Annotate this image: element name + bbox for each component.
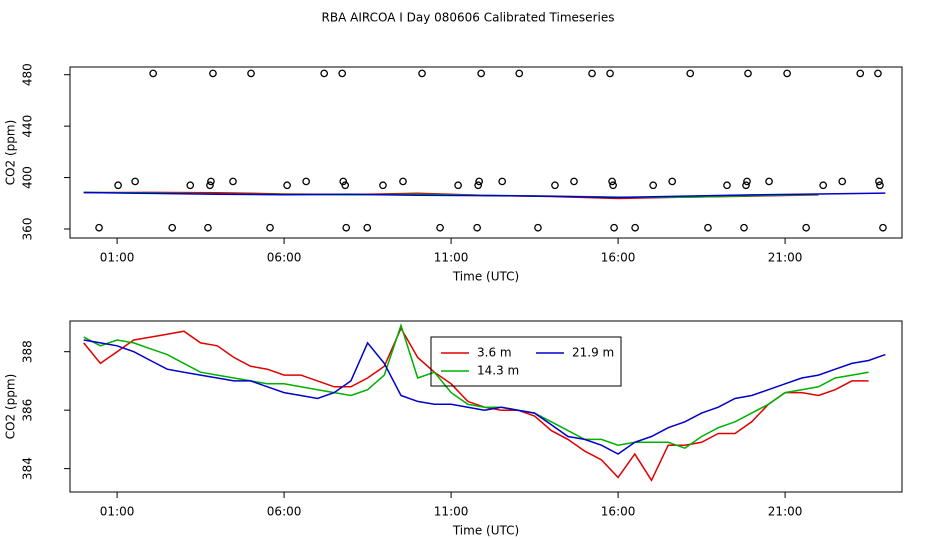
data-point <box>875 177 883 186</box>
data-point <box>744 69 752 78</box>
x-tick-label: 16:00 <box>601 251 636 265</box>
data-point <box>740 223 748 232</box>
data-point <box>551 181 559 190</box>
y-tick-label: 386 <box>21 399 35 422</box>
y-tick-label: 360 <box>21 218 35 241</box>
y-tick-label: 384 <box>21 457 35 480</box>
data-point <box>302 177 310 186</box>
data-point <box>588 69 596 78</box>
series-line <box>83 191 886 199</box>
data-point <box>95 223 103 232</box>
legend-label: 14.3 m <box>477 364 519 378</box>
data-point <box>742 181 750 190</box>
x-tick-label: 21:00 <box>768 251 803 265</box>
x-tick-label: 21:00 <box>768 505 803 519</box>
data-point <box>704 223 712 232</box>
y-tick-label: 440 <box>21 115 35 138</box>
data-point <box>283 181 291 190</box>
data-point <box>819 181 828 190</box>
data-point <box>206 181 214 190</box>
x-axis-label: Time (UTC) <box>452 270 519 284</box>
data-point <box>610 223 618 232</box>
data-point <box>802 223 810 232</box>
data-point <box>668 177 677 186</box>
data-point <box>765 177 773 186</box>
data-point <box>339 177 348 186</box>
series-line <box>83 326 869 482</box>
data-point <box>114 181 122 190</box>
page-title: RBA AIRCOA I Day 080606 Calibrated Times… <box>322 11 615 25</box>
y-tick-label: 400 <box>21 166 35 189</box>
data-point <box>838 177 847 186</box>
data-point <box>856 69 865 78</box>
y-tick-label: 480 <box>21 63 35 86</box>
data-point <box>608 177 616 186</box>
data-point <box>475 177 484 186</box>
y-axis-label: CO2 (ppm) <box>4 120 18 186</box>
data-point <box>320 69 329 78</box>
data-point <box>204 223 212 232</box>
data-point <box>168 223 177 232</box>
data-point <box>209 69 217 78</box>
data-point <box>266 223 274 232</box>
data-point <box>338 69 347 78</box>
x-tick-label: 06:00 <box>267 505 302 519</box>
data-point <box>229 177 237 186</box>
data-point <box>874 69 882 78</box>
legend-box <box>430 336 622 387</box>
plot-frame <box>69 66 903 239</box>
data-point <box>418 69 426 78</box>
y-tick-label: 388 <box>21 340 35 363</box>
data-point <box>498 177 507 186</box>
data-point <box>534 223 542 232</box>
x-tick-label: 16:00 <box>601 505 636 519</box>
data-point <box>436 223 444 232</box>
x-axis-label: Time (UTC) <box>452 524 519 538</box>
data-point <box>631 223 639 232</box>
data-point <box>570 177 578 186</box>
x-tick-label: 01:00 <box>100 505 135 519</box>
y-axis-label: CO2 (ppm) <box>4 374 18 440</box>
data-point <box>649 181 658 190</box>
data-point <box>474 181 483 190</box>
legend-label: 3.6 m <box>477 346 512 360</box>
data-point <box>473 223 481 232</box>
data-point <box>342 223 351 232</box>
data-point <box>879 223 887 232</box>
data-point <box>723 181 731 190</box>
data-point <box>606 69 614 78</box>
data-point <box>379 181 387 190</box>
x-tick-label: 11:00 <box>434 251 469 265</box>
data-point <box>149 69 158 78</box>
series-line <box>83 322 869 450</box>
data-point <box>341 181 350 190</box>
data-point <box>477 69 486 78</box>
data-point <box>363 223 372 232</box>
data-point <box>207 177 215 186</box>
data-point <box>609 181 617 190</box>
x-tick-label: 01:00 <box>100 251 135 265</box>
data-point <box>186 181 195 190</box>
x-tick-label: 06:00 <box>267 251 302 265</box>
data-point <box>783 69 791 78</box>
data-point <box>247 69 255 78</box>
data-point <box>686 69 695 78</box>
legend-label: 21.9 m <box>572 346 614 360</box>
data-point <box>131 177 139 186</box>
data-point <box>515 69 524 78</box>
data-point <box>399 177 407 186</box>
data-point <box>454 181 462 190</box>
x-tick-label: 11:00 <box>434 505 469 519</box>
plot-frame <box>69 320 903 493</box>
data-point <box>743 177 751 186</box>
series-line <box>83 339 886 455</box>
data-point <box>876 181 884 190</box>
